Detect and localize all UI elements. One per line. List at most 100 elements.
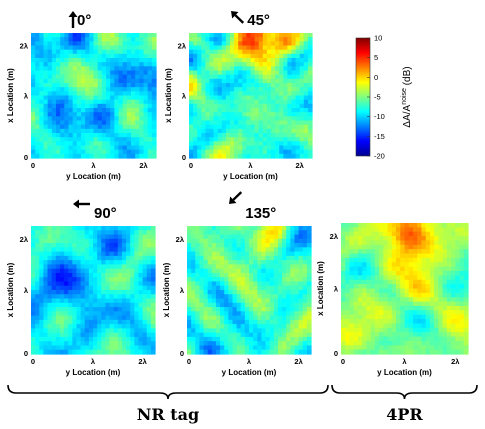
- heatmap-cell: [299, 112, 305, 117]
- heatmap-cell: [242, 74, 247, 80]
- heatmap-cell: [207, 251, 213, 257]
- heatmap-cell: [97, 302, 102, 308]
- heatmap-cell: [412, 279, 418, 285]
- heatmap-cell: [283, 66, 288, 72]
- heatmap-cell: [195, 349, 200, 355]
- heatmap-cell: [39, 234, 44, 240]
- heatmap-cell: [39, 112, 45, 117]
- heatmap-cell: [295, 53, 301, 59]
- heatmap-cell: [64, 62, 70, 67]
- heatmap-cell: [404, 305, 410, 311]
- heatmap-cell: [257, 234, 262, 240]
- heatmap-cell: [76, 307, 82, 312]
- heatmap-cell: [283, 99, 288, 105]
- heatmap-cell: [269, 272, 275, 278]
- heatmap-cell: [97, 74, 103, 80]
- heatmap-cell: [139, 70, 145, 76]
- heatmap-cell: [383, 301, 389, 307]
- heatmap-cell: [370, 244, 376, 250]
- heatmap-cell: [249, 324, 254, 329]
- heatmap-cell: [349, 288, 355, 294]
- heatmap-cell: [353, 292, 359, 298]
- heatmap-cell: [88, 277, 94, 283]
- heatmap-cell: [396, 336, 401, 342]
- heatmap-cell: [113, 290, 119, 295]
- heatmap-cell: [249, 319, 254, 325]
- heatmap-cell: [117, 277, 123, 283]
- heatmap-cell: [131, 112, 136, 117]
- heatmap-cell: [110, 70, 115, 76]
- heatmap-cell: [370, 305, 376, 311]
- heatmap-cell: [31, 49, 36, 55]
- heatmap-cell: [205, 128, 211, 134]
- heatmap-cell: [446, 236, 452, 242]
- heatmap-cell: [142, 260, 148, 265]
- heatmap-cell: [35, 294, 40, 300]
- heatmap-cell: [39, 251, 44, 257]
- heatmap-cell: [224, 298, 229, 304]
- heatmap-cell: [442, 231, 448, 237]
- heatmap-cell: [294, 234, 300, 240]
- heatmap-cell: [253, 328, 258, 334]
- heatmap-cell: [283, 149, 288, 155]
- heatmap-cell: [101, 345, 106, 351]
- heatmap-cell: [262, 91, 268, 97]
- heatmap-cell: [130, 302, 135, 308]
- heatmap-cell: [345, 340, 351, 346]
- heatmap-cell: [101, 62, 107, 67]
- heatmap-cell: [279, 53, 284, 59]
- heatmap-cell: [287, 145, 293, 151]
- heatmap-cell: [302, 230, 308, 236]
- heatmap-cell: [122, 145, 128, 151]
- heatmap-cell: [249, 243, 254, 248]
- heatmap-cell: [349, 266, 355, 272]
- heatmap-cell: [114, 128, 120, 134]
- heatmap-cell: [197, 45, 202, 51]
- heatmap-cell: [282, 268, 287, 274]
- heatmap-cell: [345, 271, 351, 276]
- heatmap-cell: [303, 112, 309, 117]
- heatmap-cell: [275, 133, 280, 138]
- heatmap-cell: [35, 332, 40, 338]
- heatmap-cell: [362, 236, 367, 242]
- heatmap-cell: [68, 243, 73, 248]
- panel-title: 0°: [77, 12, 91, 29]
- heatmap-cell: [341, 305, 346, 311]
- heatmap-cell: [230, 49, 235, 55]
- heatmap-cell: [221, 37, 227, 42]
- heatmap-cell: [307, 37, 313, 42]
- heatmap-cell: [261, 345, 267, 351]
- heatmap-cell: [451, 319, 456, 325]
- heatmap-cell: [396, 284, 401, 290]
- heatmap-cell: [265, 264, 271, 270]
- heatmap-cell: [106, 70, 111, 76]
- heatmap-cell: [244, 311, 250, 317]
- heatmap-cell: [273, 328, 279, 334]
- heatmap-cell: [224, 264, 229, 270]
- heatmap-cell: [88, 332, 94, 338]
- heatmap-cell: [201, 141, 206, 147]
- heatmap-cell: [257, 290, 262, 295]
- heatmap-cell: [43, 137, 49, 142]
- heatmap-cell: [265, 307, 271, 312]
- heatmap-cell: [105, 315, 111, 321]
- heatmap-cell: [106, 137, 111, 142]
- heatmap-cell: [101, 315, 106, 321]
- heatmap-cell: [35, 315, 40, 321]
- heatmap-cell: [199, 247, 205, 253]
- heatmap-cell: [39, 307, 44, 312]
- heatmap-cell: [97, 328, 102, 334]
- heatmap-cell: [408, 279, 414, 285]
- heatmap-cell: [203, 268, 209, 274]
- heatmap-cell: [55, 324, 61, 329]
- heatmap-cell: [105, 226, 111, 231]
- heatmap-cell: [362, 257, 367, 263]
- heatmap-cell: [421, 314, 427, 320]
- heatmap-cell: [391, 336, 397, 342]
- heatmap-cell: [189, 91, 194, 97]
- heatmap-cell: [88, 255, 94, 261]
- heatmap-cell: [43, 345, 49, 351]
- heatmap-cell: [232, 307, 238, 312]
- heatmap-cell: [463, 332, 469, 338]
- heatmap-cell: [195, 302, 200, 308]
